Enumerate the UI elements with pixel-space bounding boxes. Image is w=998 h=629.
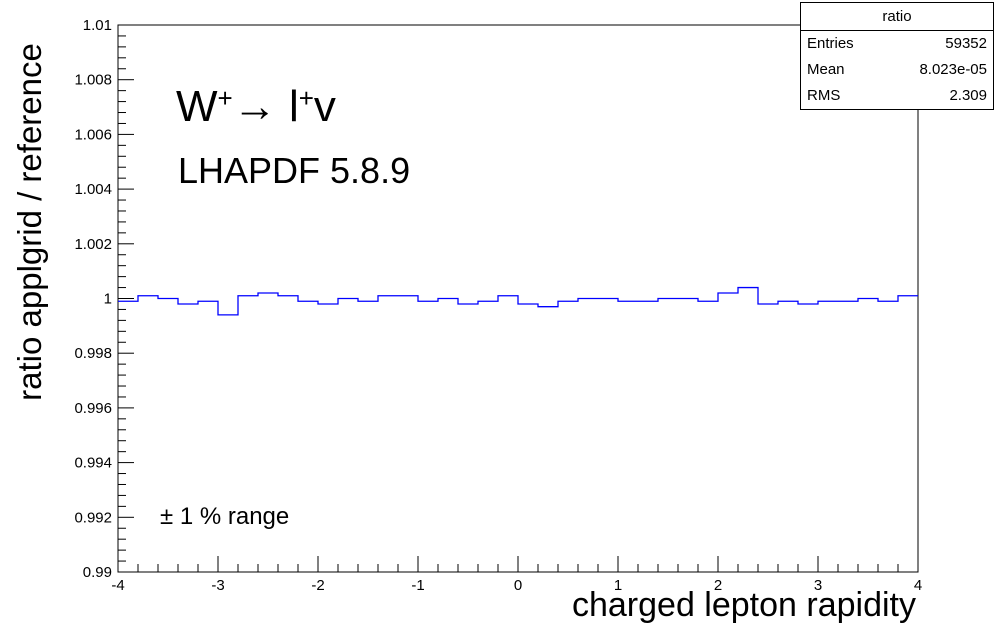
stats-row-mean: Mean 8.023e-05 <box>801 57 993 83</box>
y-tick-label: 0.998 <box>74 345 112 362</box>
stats-label: Mean <box>807 61 845 78</box>
x-tick-label: -1 <box>411 577 424 594</box>
y-tick-label: 1.008 <box>74 72 112 89</box>
y-tick-label: 0.992 <box>74 509 112 526</box>
x-tick-label: -2 <box>311 577 324 594</box>
y-tick-label: 1.004 <box>74 181 112 198</box>
x-tick-label: 2 <box>714 577 722 594</box>
stats-value: 59352 <box>945 35 987 52</box>
x-tick-label: 0 <box>514 577 522 594</box>
x-tick-label: 4 <box>914 577 922 594</box>
stats-row-rms: RMS 2.309 <box>801 83 993 109</box>
x-tick-label: -3 <box>211 577 224 594</box>
y-tick-label: 0.994 <box>74 455 112 472</box>
axis-ticks <box>117 24 919 573</box>
y-tick-label: 1 <box>104 291 112 308</box>
plot-title: W+→ l+v <box>176 82 336 131</box>
y-tick-label: 0.996 <box>74 400 112 417</box>
stats-value: 2.309 <box>949 87 987 104</box>
stats-title: ratio <box>801 3 993 31</box>
x-tick-label: -4 <box>111 577 124 594</box>
stats-box: ratio Entries 59352 Mean 8.023e-05 RMS 2… <box>800 2 994 110</box>
ratio-histogram-line <box>118 286 918 316</box>
y-tick-label: 1.006 <box>74 126 112 143</box>
y-tick-label: 0.99 <box>83 564 112 581</box>
plot-subtitle: LHAPDF 5.8.9 <box>178 150 411 191</box>
stats-row-entries: Entries 59352 <box>801 31 993 57</box>
stats-label: Entries <box>807 35 854 52</box>
range-annotation: ± 1 % range <box>160 503 290 530</box>
x-axis-title: charged lepton rapidity <box>571 586 916 624</box>
y-tick-label: 1.01 <box>83 17 112 34</box>
stats-value: 8.023e-05 <box>919 61 987 78</box>
tick-labels: -4 -3 -2 -1 0 1 2 3 4 0.99 0.992 0.994 0.996 0.998 1 1.… <box>74 17 922 594</box>
stats-label: RMS <box>807 87 841 104</box>
y-axis-title: ratio applgrid / reference <box>11 43 48 401</box>
x-tick-label: 1 <box>614 577 622 594</box>
x-tick-label: 3 <box>814 577 822 594</box>
y-tick-label: 1.002 <box>74 236 112 253</box>
